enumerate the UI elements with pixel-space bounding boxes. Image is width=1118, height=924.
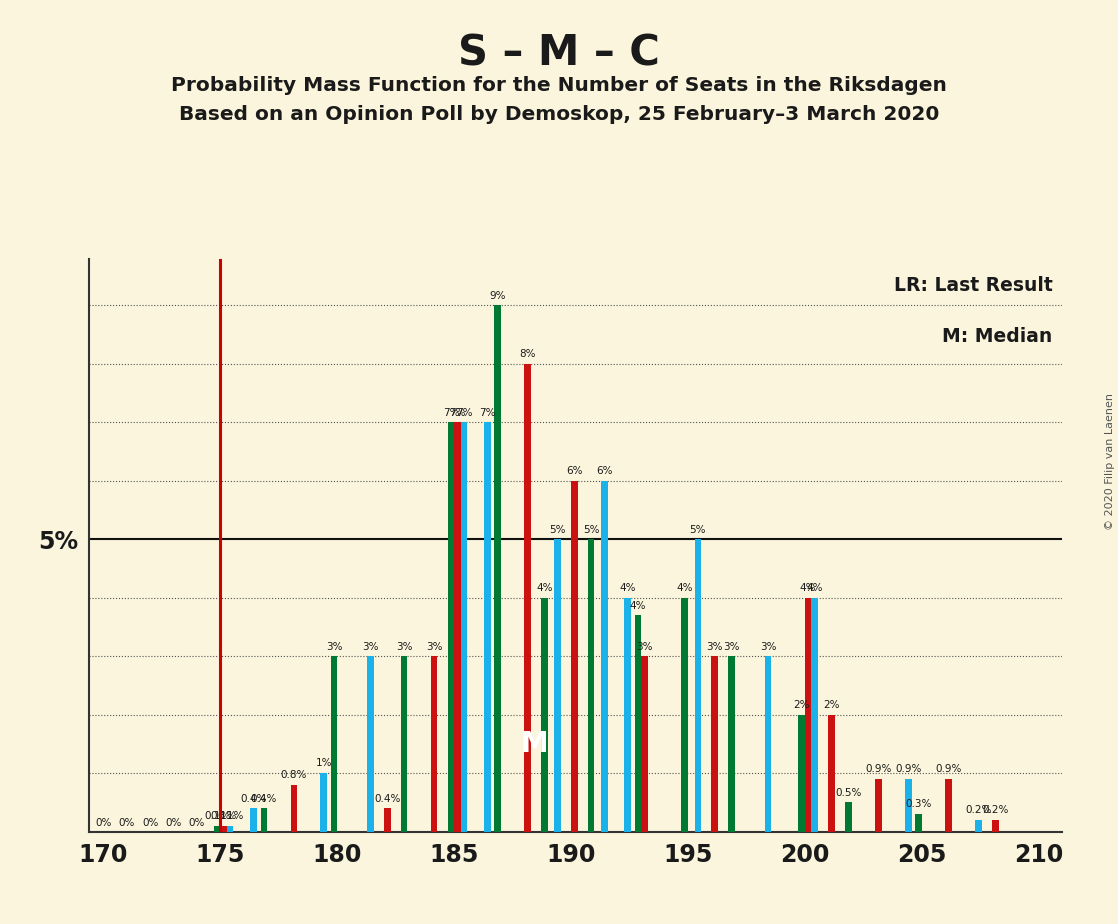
Text: 2%: 2% [794,700,809,710]
Text: 7%: 7% [449,407,466,418]
Bar [992,820,998,832]
Bar [571,480,578,832]
Bar [805,598,812,832]
Text: 4%: 4% [800,583,816,593]
Text: 3%: 3% [426,641,443,651]
Bar [401,656,407,832]
Bar [588,540,595,832]
Text: 0%: 0% [189,818,206,828]
Text: 2%: 2% [823,700,840,710]
Bar [728,656,735,832]
Bar [975,820,982,832]
Bar [601,480,607,832]
Text: 3%: 3% [707,641,723,651]
Text: S – M – C: S – M – C [458,32,660,74]
Bar [524,364,531,832]
Text: 0.1%: 0.1% [203,811,230,821]
Bar [682,598,688,832]
Text: 5%: 5% [582,525,599,535]
Bar [250,808,257,832]
Text: LR: Last Result: LR: Last Result [893,276,1052,295]
Bar [227,826,234,832]
Text: 0.9%: 0.9% [865,764,891,774]
Bar [642,656,647,832]
Text: 0%: 0% [142,818,159,828]
Text: 0.1%: 0.1% [210,811,237,821]
Bar [694,540,701,832]
Bar [484,422,491,832]
Text: 0.3%: 0.3% [906,799,931,809]
Text: 4%: 4% [629,601,646,611]
Bar [765,656,771,832]
Text: 0%: 0% [95,818,112,828]
Bar [454,422,461,832]
Bar [494,306,501,832]
Bar [291,784,297,832]
Bar [904,779,911,832]
Text: 3%: 3% [760,641,776,651]
Bar [461,422,467,832]
Text: 0%: 0% [165,818,182,828]
Bar [447,422,454,832]
Text: 5%: 5% [690,525,707,535]
Bar [624,598,631,832]
Bar [260,808,267,832]
Text: 0.4%: 0.4% [375,794,400,804]
Text: © 2020 Filip van Laenen: © 2020 Filip van Laenen [1106,394,1115,530]
Bar [711,656,718,832]
Text: 0.2%: 0.2% [965,805,992,815]
Text: Probability Mass Function for the Number of Seats in the Riksdagen: Probability Mass Function for the Number… [171,76,947,95]
Text: 5%: 5% [549,525,566,535]
Bar [214,826,220,832]
Text: 3%: 3% [636,641,653,651]
Text: 4%: 4% [676,583,693,593]
Text: 0.8%: 0.8% [281,771,307,780]
Text: 7%: 7% [480,407,495,418]
Text: 0.1%: 0.1% [217,811,244,821]
Bar [875,779,882,832]
Text: Based on an Opinion Poll by Demoskop, 25 February–3 March 2020: Based on an Opinion Poll by Demoskop, 25… [179,105,939,125]
Bar [798,714,805,832]
Text: 8%: 8% [520,349,536,359]
Bar [541,598,548,832]
Text: 7%: 7% [456,407,472,418]
Bar [845,802,852,832]
Text: 0.9%: 0.9% [936,764,961,774]
Text: 4%: 4% [619,583,636,593]
Text: 3%: 3% [396,641,413,651]
Text: 3%: 3% [723,641,740,651]
Text: 7%: 7% [443,407,459,418]
Text: 0.9%: 0.9% [896,764,921,774]
Text: 3%: 3% [362,641,379,651]
Text: 9%: 9% [490,291,506,301]
Text: 0%: 0% [119,818,135,828]
Bar [555,540,561,832]
Bar [220,826,227,832]
Bar [321,773,326,832]
Bar [430,656,437,832]
Text: 6%: 6% [596,467,613,476]
Bar [385,808,390,832]
Bar [916,814,922,832]
Text: 4%: 4% [537,583,552,593]
Text: 0.4%: 0.4% [240,794,267,804]
Text: 4%: 4% [806,583,823,593]
Text: M: M [520,730,548,758]
Bar [945,779,951,832]
Text: 6%: 6% [566,467,582,476]
Bar [828,714,835,832]
Bar [635,615,642,832]
Text: M: Median: M: Median [942,327,1052,346]
Bar [331,656,338,832]
Text: 1%: 1% [315,759,332,769]
Text: 0.4%: 0.4% [250,794,277,804]
Bar [367,656,373,832]
Text: 0.2%: 0.2% [982,805,1008,815]
Text: 3%: 3% [325,641,342,651]
Text: 0.5%: 0.5% [835,787,862,797]
Bar [812,598,818,832]
